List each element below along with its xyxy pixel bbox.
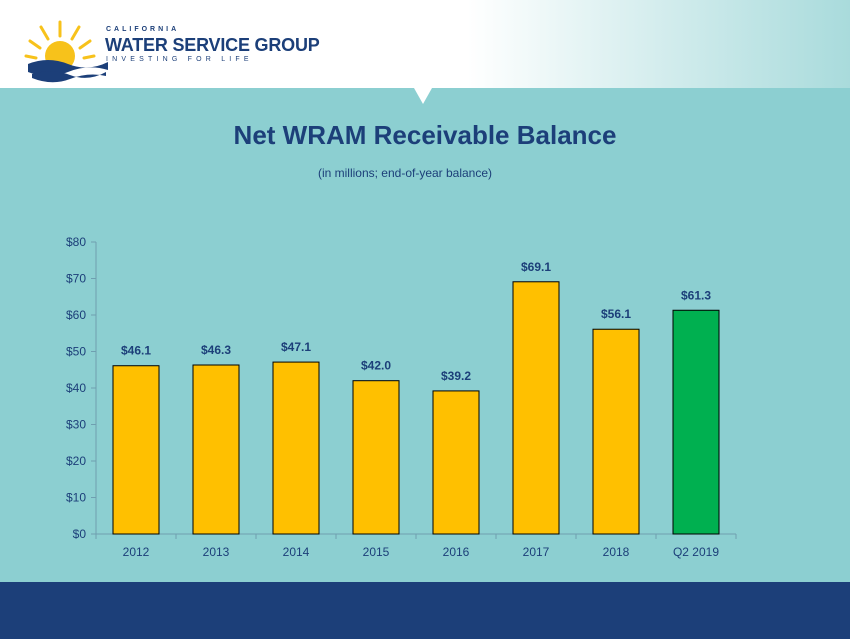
x-tick-label: 2018 xyxy=(603,545,630,559)
x-tick-label: 2016 xyxy=(443,545,470,559)
x-tick-label: 2017 xyxy=(523,545,550,559)
x-tick-label: 2015 xyxy=(363,545,390,559)
x-tick-label: 2013 xyxy=(203,545,230,559)
data-label: $47.1 xyxy=(281,340,311,354)
sun-over-water-icon xyxy=(24,20,108,83)
data-label: $42.0 xyxy=(361,359,391,373)
bar xyxy=(112,365,160,535)
y-tick-label: $10 xyxy=(66,491,86,505)
chart-subtitle: (in millions; end-of-year balance) xyxy=(317,166,493,180)
y-tick-label: $60 xyxy=(66,308,86,322)
x-tick-label: 2012 xyxy=(123,545,150,559)
bar xyxy=(672,309,720,535)
company-tagline: INVESTING FOR LIFE xyxy=(106,56,253,63)
bar xyxy=(512,281,560,535)
header-banner: CALIFORNIA WATER SERVICE GROUP INVESTING… xyxy=(0,0,850,105)
header-background xyxy=(0,0,850,104)
y-tick-label: $70 xyxy=(66,272,86,286)
y-tick-label: $0 xyxy=(73,527,87,541)
chart-title: Net WRAM Receivable Balance xyxy=(233,120,617,150)
data-label: $46.3 xyxy=(201,343,231,357)
y-tick-label: $20 xyxy=(66,454,86,468)
y-tick-label: $30 xyxy=(66,418,86,432)
bar xyxy=(432,390,480,535)
footer-bar xyxy=(0,582,850,639)
x-tick-label: 2014 xyxy=(283,545,310,559)
bar xyxy=(352,380,400,535)
y-tick-label: $80 xyxy=(66,235,86,249)
company-name-top: CALIFORNIA xyxy=(106,26,180,33)
bar xyxy=(272,361,320,535)
y-tick-label: $50 xyxy=(66,345,86,359)
data-label: $61.3 xyxy=(681,288,711,302)
data-label: $46.1 xyxy=(121,344,151,358)
company-name: WATER SERVICE GROUP xyxy=(105,35,320,55)
data-label: $56.1 xyxy=(601,307,631,321)
data-label: $69.1 xyxy=(521,260,551,274)
bar xyxy=(192,364,240,535)
bar-chart: $0 $10 $20 $30 $40 $50 $60 $70 $80 $46.1 2012 $46.3… xyxy=(66,235,737,559)
x-tick-label: Q2 2019 xyxy=(673,545,719,559)
y-tick-label: $40 xyxy=(66,381,86,395)
bar xyxy=(592,328,640,535)
data-label: $39.2 xyxy=(441,369,471,383)
